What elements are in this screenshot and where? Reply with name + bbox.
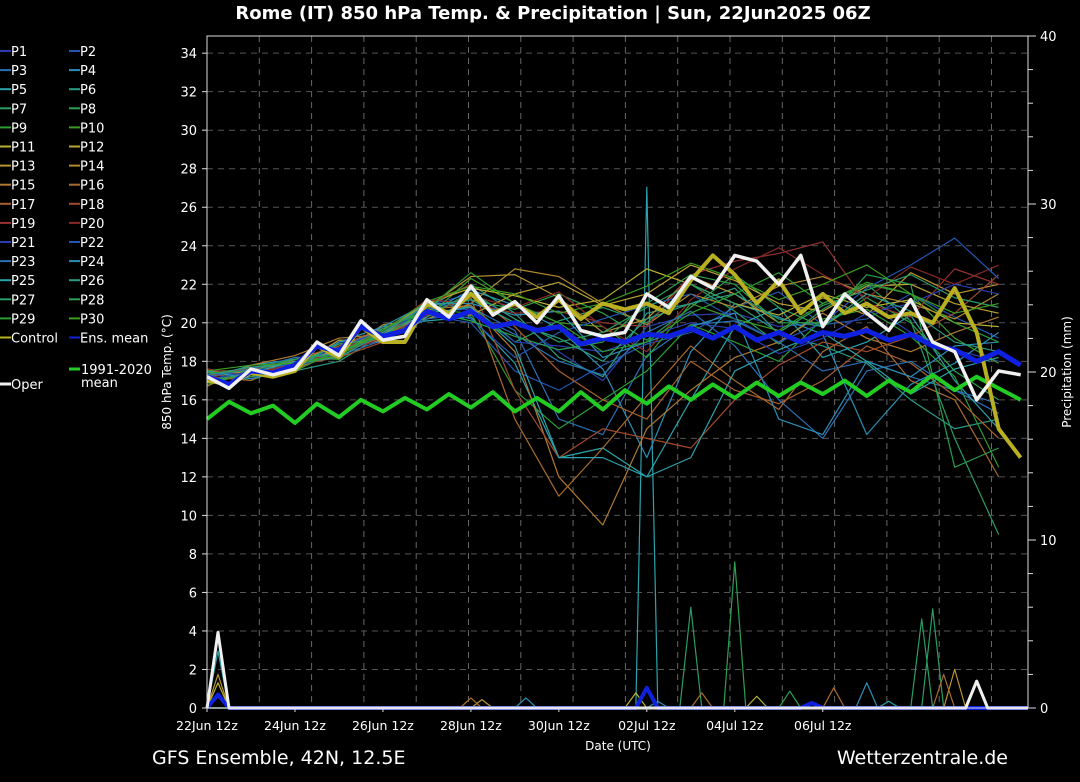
legend-label: P15 <box>11 179 35 194</box>
y-tick-label: 34 <box>180 47 197 62</box>
x-axis-label: Date (UTC) <box>585 739 651 753</box>
legend-label: P2 <box>80 45 96 60</box>
legend-label: Ens. mean <box>80 332 148 347</box>
x-tick-label: 26Jun 12z <box>352 718 414 733</box>
legend-label: P10 <box>80 121 104 136</box>
y2-tick-label: 10 <box>1040 534 1057 549</box>
x-tick-label: 24Jun 12z <box>264 718 326 733</box>
legend-label: P26 <box>80 274 104 289</box>
legend-label: P24 <box>80 255 104 270</box>
legend-label: mean <box>81 376 118 391</box>
y2-tick-label: 30 <box>1040 198 1057 213</box>
legend-label: P18 <box>80 198 104 213</box>
x-tick-label: 04Jul 12z <box>706 718 764 733</box>
member-line-p15 <box>206 304 999 526</box>
member-line-p27 <box>206 274 999 380</box>
footer-brand[interactable]: Wetterzentrale.de <box>837 747 1008 769</box>
precip-member-line <box>207 606 1028 709</box>
legend-label: P20 <box>80 217 104 232</box>
y-tick-label: 28 <box>180 163 197 178</box>
y-tick-label: 16 <box>180 394 197 409</box>
legend: P1 P2 P3 P4 P5 P6 P7 P8 P9 P10 P11 P12 P13 P14 P15 P16 P… <box>0 45 152 393</box>
legend-label: P23 <box>11 255 35 270</box>
chart-title: Rome (IT) 850 hPa Temp. & Precipitation … <box>235 3 870 24</box>
member-line-p6 <box>206 283 999 430</box>
x-tick-label: 06Jul 12z <box>794 718 852 733</box>
legend-label: P11 <box>11 141 35 156</box>
y2-tick-label: 0 <box>1040 702 1048 717</box>
legend-label: P4 <box>80 64 96 79</box>
member-line-p17 <box>206 293 1000 439</box>
legend-label: P25 <box>11 274 35 289</box>
footer-model-info: GFS Ensemble, 42N, 12.5E <box>152 747 405 769</box>
y2-tick-label: 40 <box>1040 30 1057 45</box>
y-tick-label: 10 <box>180 509 197 524</box>
legend-label: 1991-2020 <box>81 363 152 378</box>
oper-line <box>206 253 1021 402</box>
y2-tick-label: 20 <box>1040 366 1057 381</box>
legend-label: P7 <box>11 102 27 117</box>
legend-label: P1 <box>11 45 27 60</box>
legend-label: P27 <box>11 293 35 308</box>
legend-label: P29 <box>11 312 35 327</box>
y-tick-label: 2 <box>189 663 197 678</box>
legend-label: P12 <box>80 141 104 156</box>
legend-label: P17 <box>11 198 35 213</box>
y-tick-label: 32 <box>180 86 197 101</box>
y2-axis-label: Precipitation (mm) <box>1060 316 1074 428</box>
legend-label: P30 <box>80 312 104 327</box>
y-tick-label: 30 <box>180 124 197 139</box>
legend-label: P8 <box>80 102 96 117</box>
x-tick-label: 30Jun 12z <box>528 718 590 733</box>
legend-label: P6 <box>80 83 96 98</box>
y-tick-label: 12 <box>180 471 197 486</box>
x-tick-label: 22Jun 12z <box>176 718 238 733</box>
y-tick-label: 6 <box>189 586 197 601</box>
y-tick-label: 18 <box>180 355 197 370</box>
precip-member-line <box>206 668 1028 709</box>
y-tick-label: 24 <box>180 240 197 255</box>
legend-label: P14 <box>80 160 104 175</box>
y-tick-label: 22 <box>180 278 197 293</box>
legend-label: P9 <box>11 121 27 136</box>
y-tick-label: 26 <box>180 201 197 216</box>
y-tick-label: 14 <box>180 432 197 447</box>
y-tick-label: 4 <box>189 625 197 640</box>
legend-label: P16 <box>80 179 104 194</box>
y-tick-label: 20 <box>180 317 197 332</box>
y-tick-label: 8 <box>189 548 197 563</box>
temperature-series <box>205 237 1023 535</box>
legend-label: P3 <box>11 64 27 79</box>
precip-ens-mean-line <box>205 685 1028 710</box>
legend-label: P5 <box>11 83 27 98</box>
x-tick-label: 02Jul 12z <box>618 718 676 733</box>
x-tick-label: 28Jun 12z <box>440 718 502 733</box>
y-axis-label: 850 hPa Temp. (°C) <box>160 314 174 430</box>
y-tick-label: 0 <box>189 702 197 717</box>
legend-label: P22 <box>80 236 104 251</box>
climatology-line <box>205 372 1022 425</box>
precip-member-line <box>207 682 1028 709</box>
legend-label: P13 <box>11 160 35 175</box>
axes: 0246810121416182022242628303234010203040… <box>176 30 1056 733</box>
legend-label: P21 <box>11 236 35 251</box>
legend-label: P19 <box>11 217 35 232</box>
legend-label: P28 <box>80 293 104 308</box>
grid <box>207 36 1028 708</box>
legend-label: Control <box>11 332 58 347</box>
legend-label: Oper <box>11 378 43 393</box>
